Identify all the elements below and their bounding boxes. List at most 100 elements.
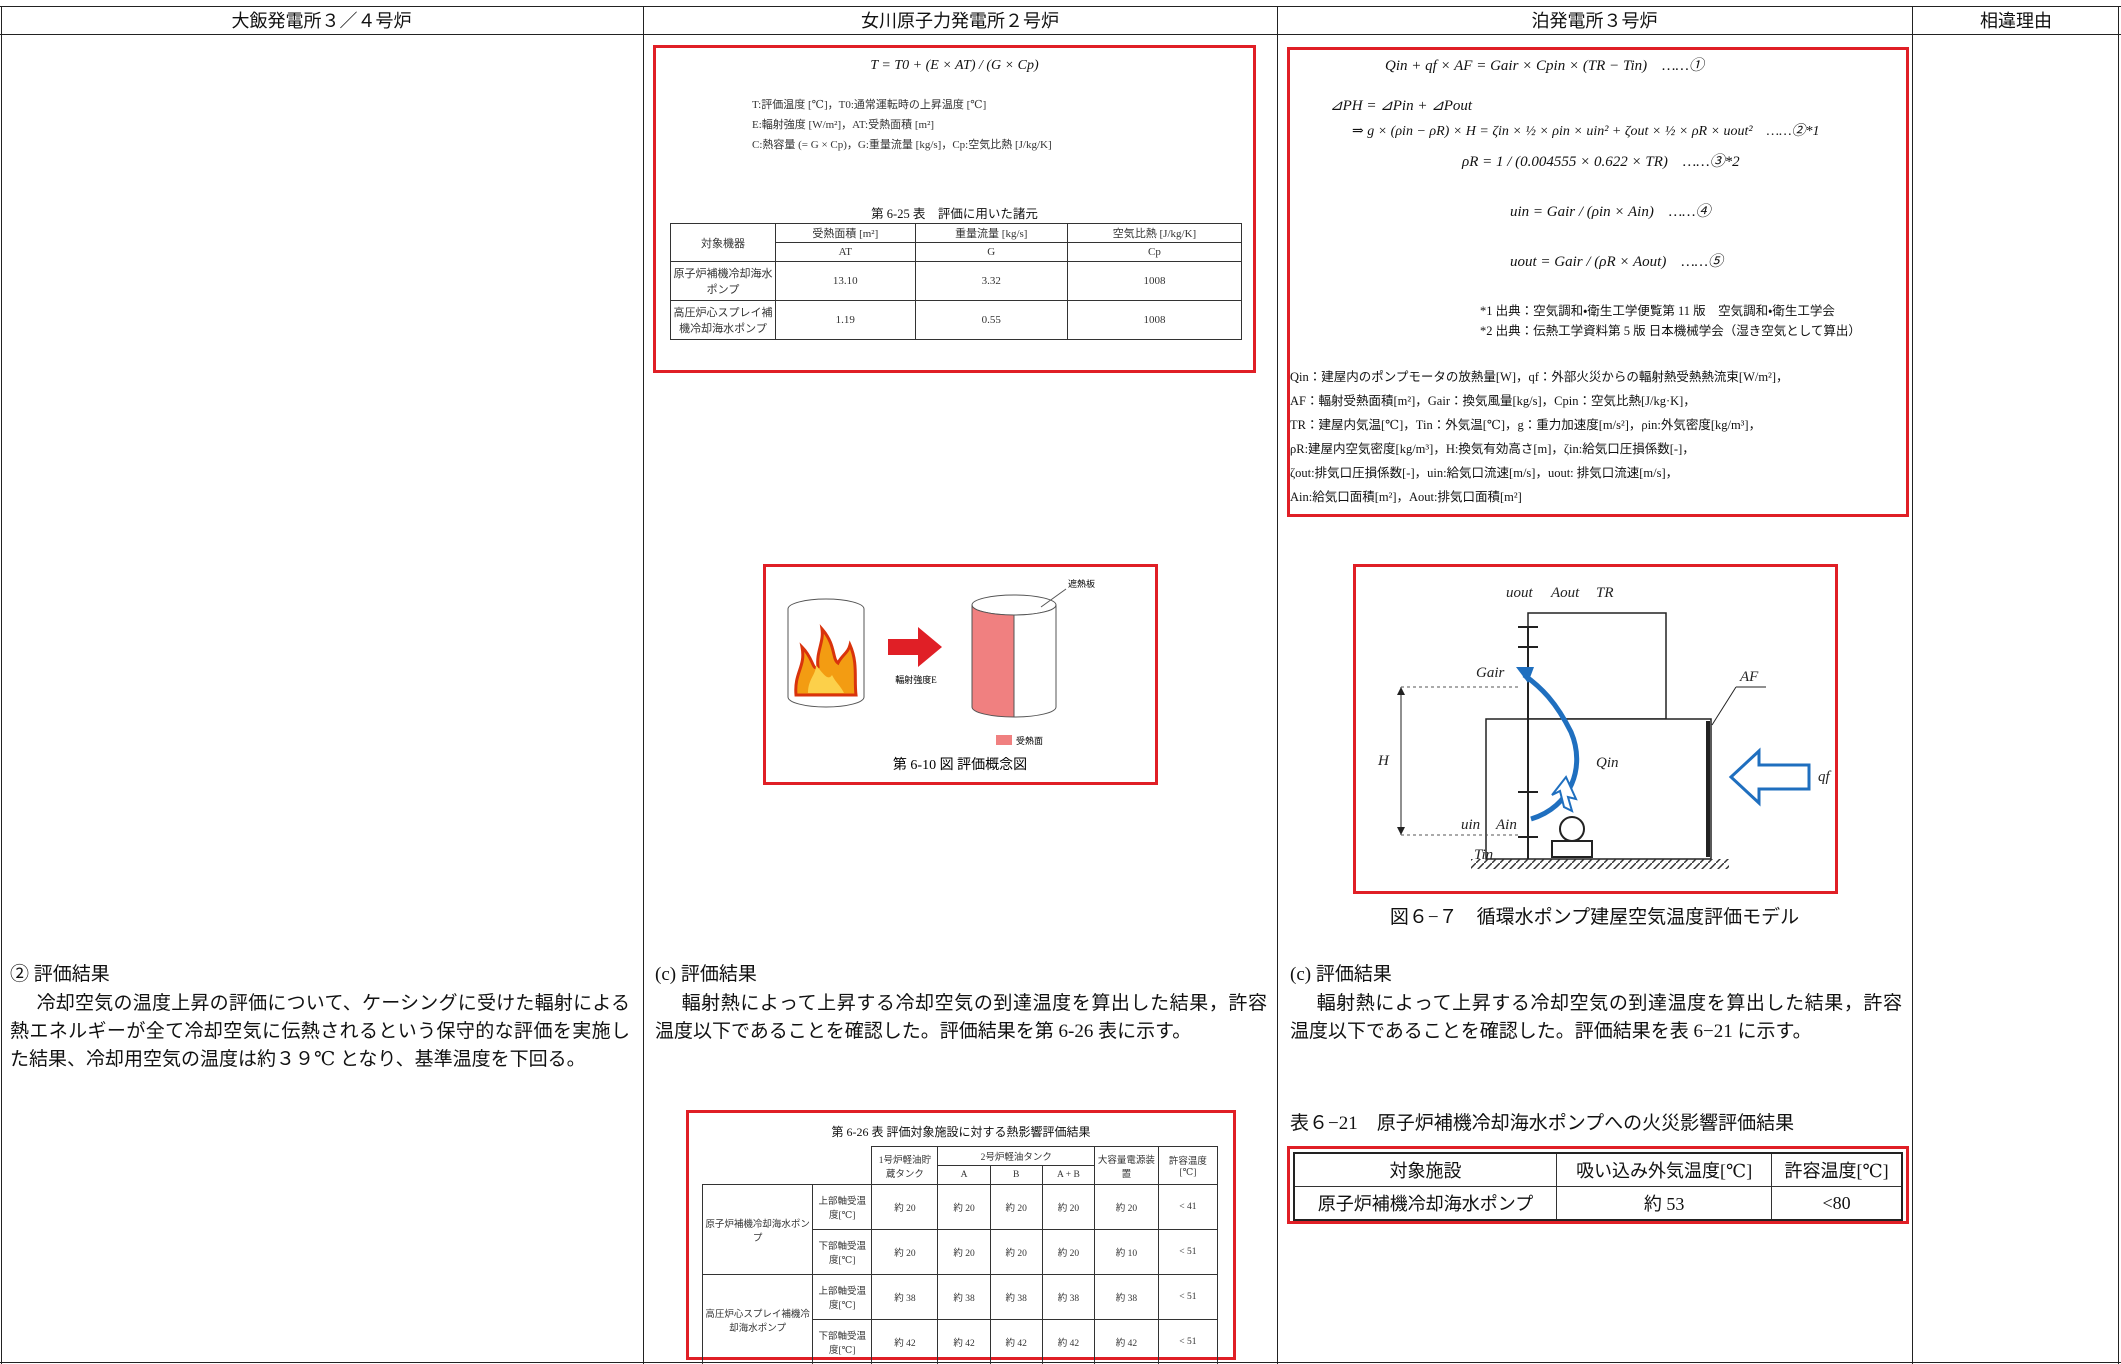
rule <box>0 34 2121 35</box>
table-cell: 約 20 <box>1094 1184 1159 1230</box>
definition: TR：建屋内気温[℃]，Tin：外気温[℃]，g：重力加速度[m/s²]，ρin… <box>1290 418 1762 432</box>
result-table: 対象施設 吸い込み外気温度[℃] 許容温度[℃] 原子炉補機冷却海水ポンプ約 53 <8… <box>1293 1152 1903 1221</box>
paragraph: 輻射熱によって上昇する冷却空気の到達温度を算出した結果，許容温度以下であることを… <box>655 993 1267 1042</box>
table-cell: 約 20 <box>989 1184 1043 1230</box>
figure-caption: 図６−７ 循環水ポンプ建屋空気温度評価モデル <box>1389 907 1800 928</box>
equation: ⇒ g × (ρin − ρR) × H = ζin × ½ × ρin × u… <box>1352 124 1820 139</box>
ticks <box>1518 626 1538 838</box>
section-heading: (c) 評価結果 <box>1290 964 1392 985</box>
equation: ⊿PH = ⊿Pin + ⊿Pout <box>1330 98 1473 114</box>
label: TR <box>1596 585 1614 601</box>
receiving-surface <box>971 604 1015 718</box>
table-row: 原子炉補機冷却海水ポンプ 上部軸受温度[℃] 約 20 約 20 約 20 約 20 約 2… <box>701 1184 1219 1275</box>
paragraph: 輻射熱によって上昇する冷却空気の到達温度を算出した結果，許容温度以下であることを… <box>1290 993 1902 1042</box>
table-cell: 約 20 <box>937 1229 991 1275</box>
header-cell: Cp <box>1066 242 1243 262</box>
table-cell: < 51 <box>1157 1319 1219 1364</box>
table-row: 高圧炉心スプレイ補機冷却海水ポンプ 上部軸受温度[℃] 約 38 約 38 約 38 約 … <box>701 1274 1219 1364</box>
label: uin <box>1461 817 1480 833</box>
table-row: 下部軸受温度[℃] 約 20 約 20 約 20 約 20 約 10 < 51 <box>703 1229 1219 1275</box>
table-row: 下部軸受温度[℃] 約 42 約 42 約 42 約 42 約 42 < 51 <box>703 1319 1219 1364</box>
radiation-arrow <box>1728 747 1811 807</box>
section-heading: (c) 評価結果 <box>655 964 757 985</box>
paragraph: 冷却空気の温度上昇の評価について、ケーシングに受けた輻射による熱エネルギーが全て… <box>10 993 630 1070</box>
header-cell: 空気比熱 [J/kg/K] <box>1066 223 1243 243</box>
table-cell: 約 20 <box>1041 1184 1096 1230</box>
table-cell: 約 20 <box>1041 1229 1096 1275</box>
header-cell: A <box>937 1165 991 1185</box>
concept-figure: 遮熱板 輻射強度E 受熱面 第 6-10 図 評価概念図 <box>787 578 1095 773</box>
heat-arrow <box>1551 775 1578 813</box>
label: H <box>1377 753 1390 769</box>
header-cell: 大容量電源装置 <box>1094 1146 1159 1185</box>
column-header: 相違理由 <box>1980 11 2052 31</box>
equation: Qin + qf × AF = Gair × Cpin × (TR − Tin)… <box>1385 58 1704 74</box>
definition: Ain:給気口面積[m²]，Aout:排気口面積[m²] <box>1290 490 1522 504</box>
equation: uout = Gair / (ρR × Aout) ……⑤ <box>1510 254 1724 270</box>
table-cell: 約 20 <box>937 1184 991 1230</box>
section-heading: ② 評価結果 <box>10 964 110 985</box>
table-cell: 約 20 <box>871 1229 939 1275</box>
rule <box>2118 6 2119 1364</box>
spec-table: 対象機器 受熱面積 [m²] 重量流量 [kg/s] 空気比熱 [J/kg/K] AT G… <box>670 223 1243 340</box>
header-cell: 1号炉軽油貯蔵タンク <box>871 1146 939 1185</box>
legend-label: 受熱面 <box>1016 735 1043 746</box>
table-cell: 約 10 <box>1094 1229 1159 1275</box>
table-cell: 高圧炉心スプレイ補機冷却海水ポンプ <box>670 300 776 340</box>
table-cell: 約 38 <box>1041 1274 1096 1320</box>
table-cell: 約 42 <box>1094 1319 1159 1364</box>
pump-base <box>1551 840 1593 858</box>
column-header: 女川原子力発電所２号炉 <box>861 11 1059 31</box>
flame <box>794 624 858 697</box>
table-cell: 約 53 <box>1556 1186 1773 1221</box>
table-cell: 約 42 <box>937 1319 991 1364</box>
highlight-box <box>1353 564 1838 894</box>
table-cell: 約 38 <box>937 1274 991 1320</box>
label: Aout <box>1550 585 1580 601</box>
header-cell: AT <box>775 242 916 262</box>
label: qf <box>1818 769 1832 785</box>
table-cell: 約 20 <box>871 1184 939 1230</box>
table-cell: 約 38 <box>1094 1274 1159 1320</box>
table-cell: 0.55 <box>914 300 1068 340</box>
definition: AF：輻射受熱面積[m²]，Gair：換気風量[kg/s]，Cpin：空気比熱[… <box>1290 394 1696 408</box>
note: *2 出典：伝熱工学資料第 5 版 日本機械学会（湿き空気として算出） <box>1480 324 1861 338</box>
column-header: 大飯発電所３／４号炉 <box>231 11 412 31</box>
leader-line <box>1711 686 1737 726</box>
table-cell: 13.10 <box>775 261 916 301</box>
table-cell: 原子炉補機冷却海水ポンプ <box>670 261 776 301</box>
group-cell: 高圧炉心スプレイ補機冷却海水ポンプ <box>701 1274 814 1364</box>
table-cell: < 51 <box>1157 1229 1219 1275</box>
legend-line: E:輻射強度 [W/m²]，AT:受熱面積 [m²] <box>752 119 935 131</box>
definition: ζout:排気口圧損係数[-]，uin:給気口流速[m/s]，uout: 排気口… <box>1290 466 1679 480</box>
header-cell: 受熱面積 [m²] <box>775 223 916 243</box>
item-cell: 上部軸受温度[℃] <box>812 1184 873 1230</box>
table-row: 原子炉補機冷却海水ポンプ 13.10 3.32 1008 <box>670 261 1243 301</box>
header-cell: 対象機器 <box>670 223 776 262</box>
table-cell: 原子炉補機冷却海水ポンプ <box>1293 1186 1558 1221</box>
table-cell: 3.32 <box>914 261 1068 301</box>
table-row: 対象施設 吸い込み外気温度[℃] 許容温度[℃] <box>1293 1152 1903 1187</box>
label: 輻射強度E <box>895 674 937 685</box>
highlight-box <box>1287 1146 1909 1224</box>
legend-line: C:熱容量 (= G × Cp)，G:重量流量 [kg/s]，Cp:空気比熱 [… <box>752 139 1052 151</box>
table-row: 1号炉軽油貯蔵タンク 2号炉軽油タンク 大容量電源装置 許容温度[℃] <box>702 1146 1219 1185</box>
table-cell: 約 42 <box>871 1319 939 1364</box>
note: *1 出典：空気調和・衛生工学便覧第 11 版 空気調和・衛生工学会 <box>1480 304 1835 318</box>
table-cell: 約 42 <box>1041 1319 1096 1364</box>
leader-line <box>1040 588 1067 608</box>
header-cell: 許容温度[℃] <box>1771 1152 1903 1187</box>
highlight-box <box>653 45 1256 373</box>
header-cell: 吸い込み外気温度[℃] <box>1556 1152 1773 1187</box>
table-cell: 約 20 <box>989 1229 1043 1275</box>
item-cell: 下部軸受温度[℃] <box>812 1229 873 1275</box>
equation: ρR = 1 / (0.004555 × 0.622 × TR) ……③*2 <box>1462 154 1740 170</box>
rule <box>0 6 2121 7</box>
table-cell: 1008 <box>1066 300 1243 340</box>
figure-caption: 第 6-10 図 評価概念図 <box>893 756 1027 773</box>
model-figure: uout Aout TR Gair AF H Qin qf uin Ain Ti… <box>1377 585 1832 869</box>
legend-line: T:評価温度 [℃]，T0:通常運転時の上昇温度 [℃] <box>752 99 987 111</box>
table-row: AT G Cp <box>671 242 1243 262</box>
header-cell: A + B <box>1041 1165 1096 1185</box>
